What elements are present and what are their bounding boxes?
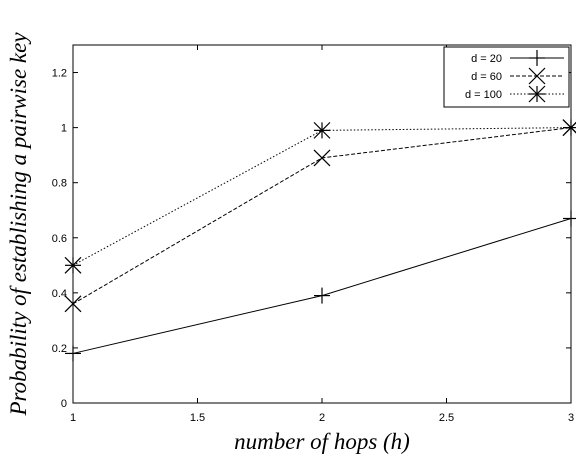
y-tick-label: 0 — [61, 398, 67, 410]
legend-box — [443, 46, 570, 108]
data-point — [563, 210, 576, 227]
y-tick-label: 1.2 — [52, 68, 67, 80]
legend-marker — [529, 50, 545, 66]
legend: d = 20 d = 60 d = 100 — [443, 46, 570, 108]
data-point — [313, 149, 331, 167]
x-tick-label: 3 — [568, 412, 574, 424]
data-point — [314, 287, 330, 304]
legend-label: d = 20 — [471, 53, 502, 65]
x-tick-label: 2.5 — [439, 412, 454, 424]
x-tick-label: 1 — [70, 412, 76, 424]
legend-label: d = 100 — [465, 89, 502, 101]
y-tick-label: 1 — [61, 123, 67, 135]
legend-marker — [528, 85, 546, 103]
legend-label: d = 60 — [471, 71, 502, 83]
x-axis-title: number of hops (h) — [234, 429, 410, 454]
x-tick-label: 2 — [319, 412, 325, 424]
series-line-0 — [72, 218, 572, 354]
y-tick-label: 0.6 — [52, 233, 67, 245]
plot-frame — [72, 44, 572, 404]
data-point — [313, 121, 331, 139]
y-tick-label: 0.2 — [52, 343, 67, 355]
series-line-1 — [72, 127, 572, 305]
legend-marker — [528, 67, 546, 85]
y-tick-label: 0.4 — [52, 288, 67, 300]
y-tick-label: 0.8 — [52, 178, 67, 190]
x-tick-label: 1.5 — [190, 412, 205, 424]
y-axis-title: Probability of establishing a pairwise k… — [6, 32, 31, 417]
data-point — [562, 119, 576, 137]
series-line-2 — [72, 127, 572, 266]
